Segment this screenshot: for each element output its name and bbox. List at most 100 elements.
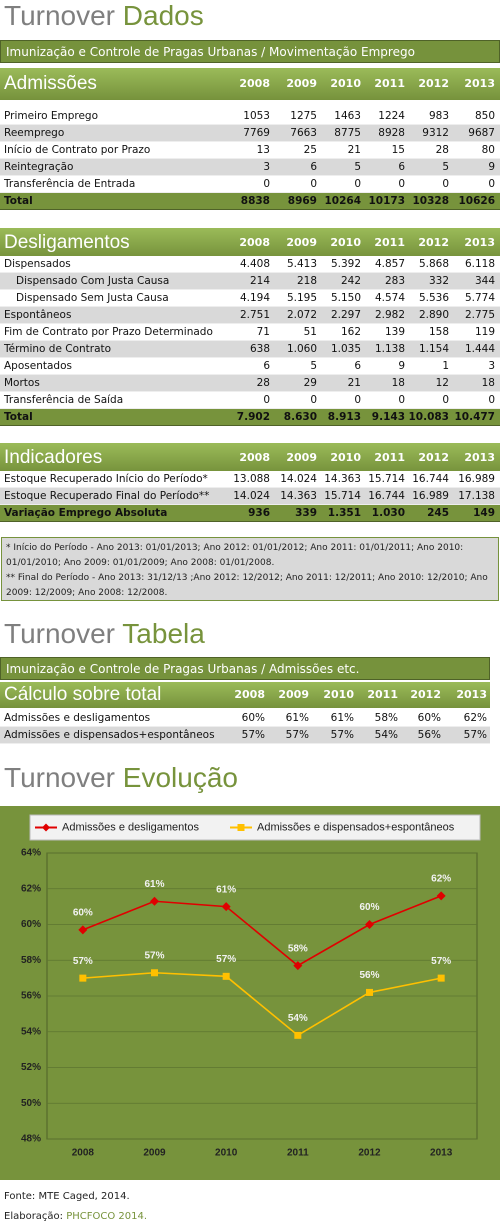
cell: 58% [374, 712, 398, 724]
row-label: Estoque Recuperado Final do Período** [4, 490, 210, 502]
cell: 57% [285, 729, 309, 741]
cell: 1.138 [374, 343, 405, 355]
x-tick-label: 2011 [287, 1148, 309, 1159]
cell: 242 [340, 275, 361, 287]
data-label: 60% [73, 908, 93, 919]
total-row [0, 193, 500, 210]
table-row [0, 727, 490, 744]
cell: 2.751 [239, 309, 270, 321]
cell: 8928 [378, 127, 405, 139]
table-row [0, 273, 500, 290]
cell: 4.857 [374, 258, 405, 270]
cell: 10264 [324, 195, 361, 207]
cell: 14.363 [324, 473, 361, 485]
credit: Elaboração: PHCFOCO 2014. [4, 1211, 147, 1222]
legend-label: Admissões e desligamentos [62, 821, 199, 833]
cell: 10173 [368, 195, 405, 207]
cell: 0 [442, 394, 449, 406]
subtitle-bar: Imunização e Controle de Pragas Urbanas … [0, 657, 490, 680]
row-label: Reintegração [4, 161, 74, 173]
cell: 1.035 [330, 343, 361, 355]
cell: 9312 [422, 127, 449, 139]
cell: 60% [241, 712, 265, 724]
cell: 0 [354, 394, 361, 406]
year-label: 2009 [286, 236, 317, 249]
table-row [0, 324, 500, 341]
point [436, 891, 446, 901]
cell: 339 [295, 507, 317, 519]
cell: 14.363 [280, 490, 317, 502]
credit-label: Elaboração: [4, 1211, 64, 1222]
table-header-label: Indicadores [4, 447, 103, 468]
year-label: 2012 [418, 77, 449, 90]
cell: 15.714 [368, 473, 405, 485]
cell: 62% [463, 712, 487, 724]
year-label: 2012 [410, 688, 441, 701]
year-label: 2013 [464, 236, 495, 249]
table-header-label: Admissões [4, 73, 97, 94]
cell: 10626 [458, 195, 495, 207]
cell: 139 [384, 326, 405, 338]
cell: 21 [347, 144, 361, 156]
cell: 80 [481, 144, 495, 156]
cell: 283 [384, 275, 405, 287]
year-label: 2008 [234, 688, 265, 701]
row-label: Total [4, 411, 33, 423]
cell: 4.408 [239, 258, 270, 270]
table-row [0, 108, 500, 125]
year-label: 2012 [418, 451, 449, 464]
x-tick-label: 2010 [215, 1148, 238, 1159]
cell: 8838 [240, 195, 270, 207]
cell: 0 [354, 178, 361, 190]
cell: 28 [435, 144, 449, 156]
section-title: Turnover Tabela [4, 618, 205, 650]
row-label: Dispensado Sem Justa Causa [16, 292, 169, 304]
cell: 245 [427, 507, 449, 519]
table-header-label: Desligamentos [4, 232, 130, 253]
data-label: 57% [216, 954, 236, 965]
cell: 71 [256, 326, 270, 338]
legend-box [29, 814, 481, 841]
cell: 158 [428, 326, 449, 338]
point [366, 988, 373, 996]
subtitle-bar: Imunização e Controle de Pragas Urbanas … [0, 40, 500, 63]
cell: 4.194 [239, 292, 270, 304]
cell: 51 [303, 326, 317, 338]
point [79, 974, 87, 982]
section-title: Turnover Evolução [4, 762, 238, 794]
cell: 15.714 [324, 490, 361, 502]
series-line [82, 971, 442, 1037]
row-label: Aposentados [4, 360, 72, 372]
table-header-label: Cálculo sobre total [4, 684, 162, 705]
y-tick-label: 52% [21, 1062, 41, 1073]
legend-marker [237, 824, 245, 831]
cell: 61% [285, 712, 309, 724]
x-tick-label: 2013 [430, 1148, 453, 1159]
cell: 57% [463, 729, 487, 741]
cell: 57% [330, 729, 354, 741]
title-accent: Tabela [122, 618, 205, 649]
point [437, 974, 445, 982]
cell: 14.024 [233, 490, 270, 502]
legend-label: Admissões e dispensados+espontâneos [257, 821, 455, 833]
cell: 638 [249, 343, 270, 355]
row-label: Mortos [4, 377, 40, 389]
cell: 1463 [334, 110, 361, 122]
x-tick-label: 2012 [358, 1148, 381, 1159]
source: Fonte: MTE Caged, 2014. [4, 1191, 130, 1202]
cell: 3 [263, 161, 270, 173]
cell: 14.024 [280, 473, 317, 485]
cell: 1275 [290, 110, 317, 122]
legend-marker [42, 823, 50, 832]
cell: 1.154 [418, 343, 449, 355]
cell: 6 [354, 360, 361, 372]
cell: 13.088 [233, 473, 270, 485]
data-label: 58% [288, 943, 308, 954]
table-row [0, 256, 500, 273]
cell: 17.138 [458, 490, 495, 502]
row-label: Variação Emprego Absoluta [4, 507, 168, 519]
cell: 9 [488, 161, 495, 173]
cell: 8969 [287, 195, 317, 207]
table-header [0, 682, 490, 708]
cell: 0 [442, 178, 449, 190]
